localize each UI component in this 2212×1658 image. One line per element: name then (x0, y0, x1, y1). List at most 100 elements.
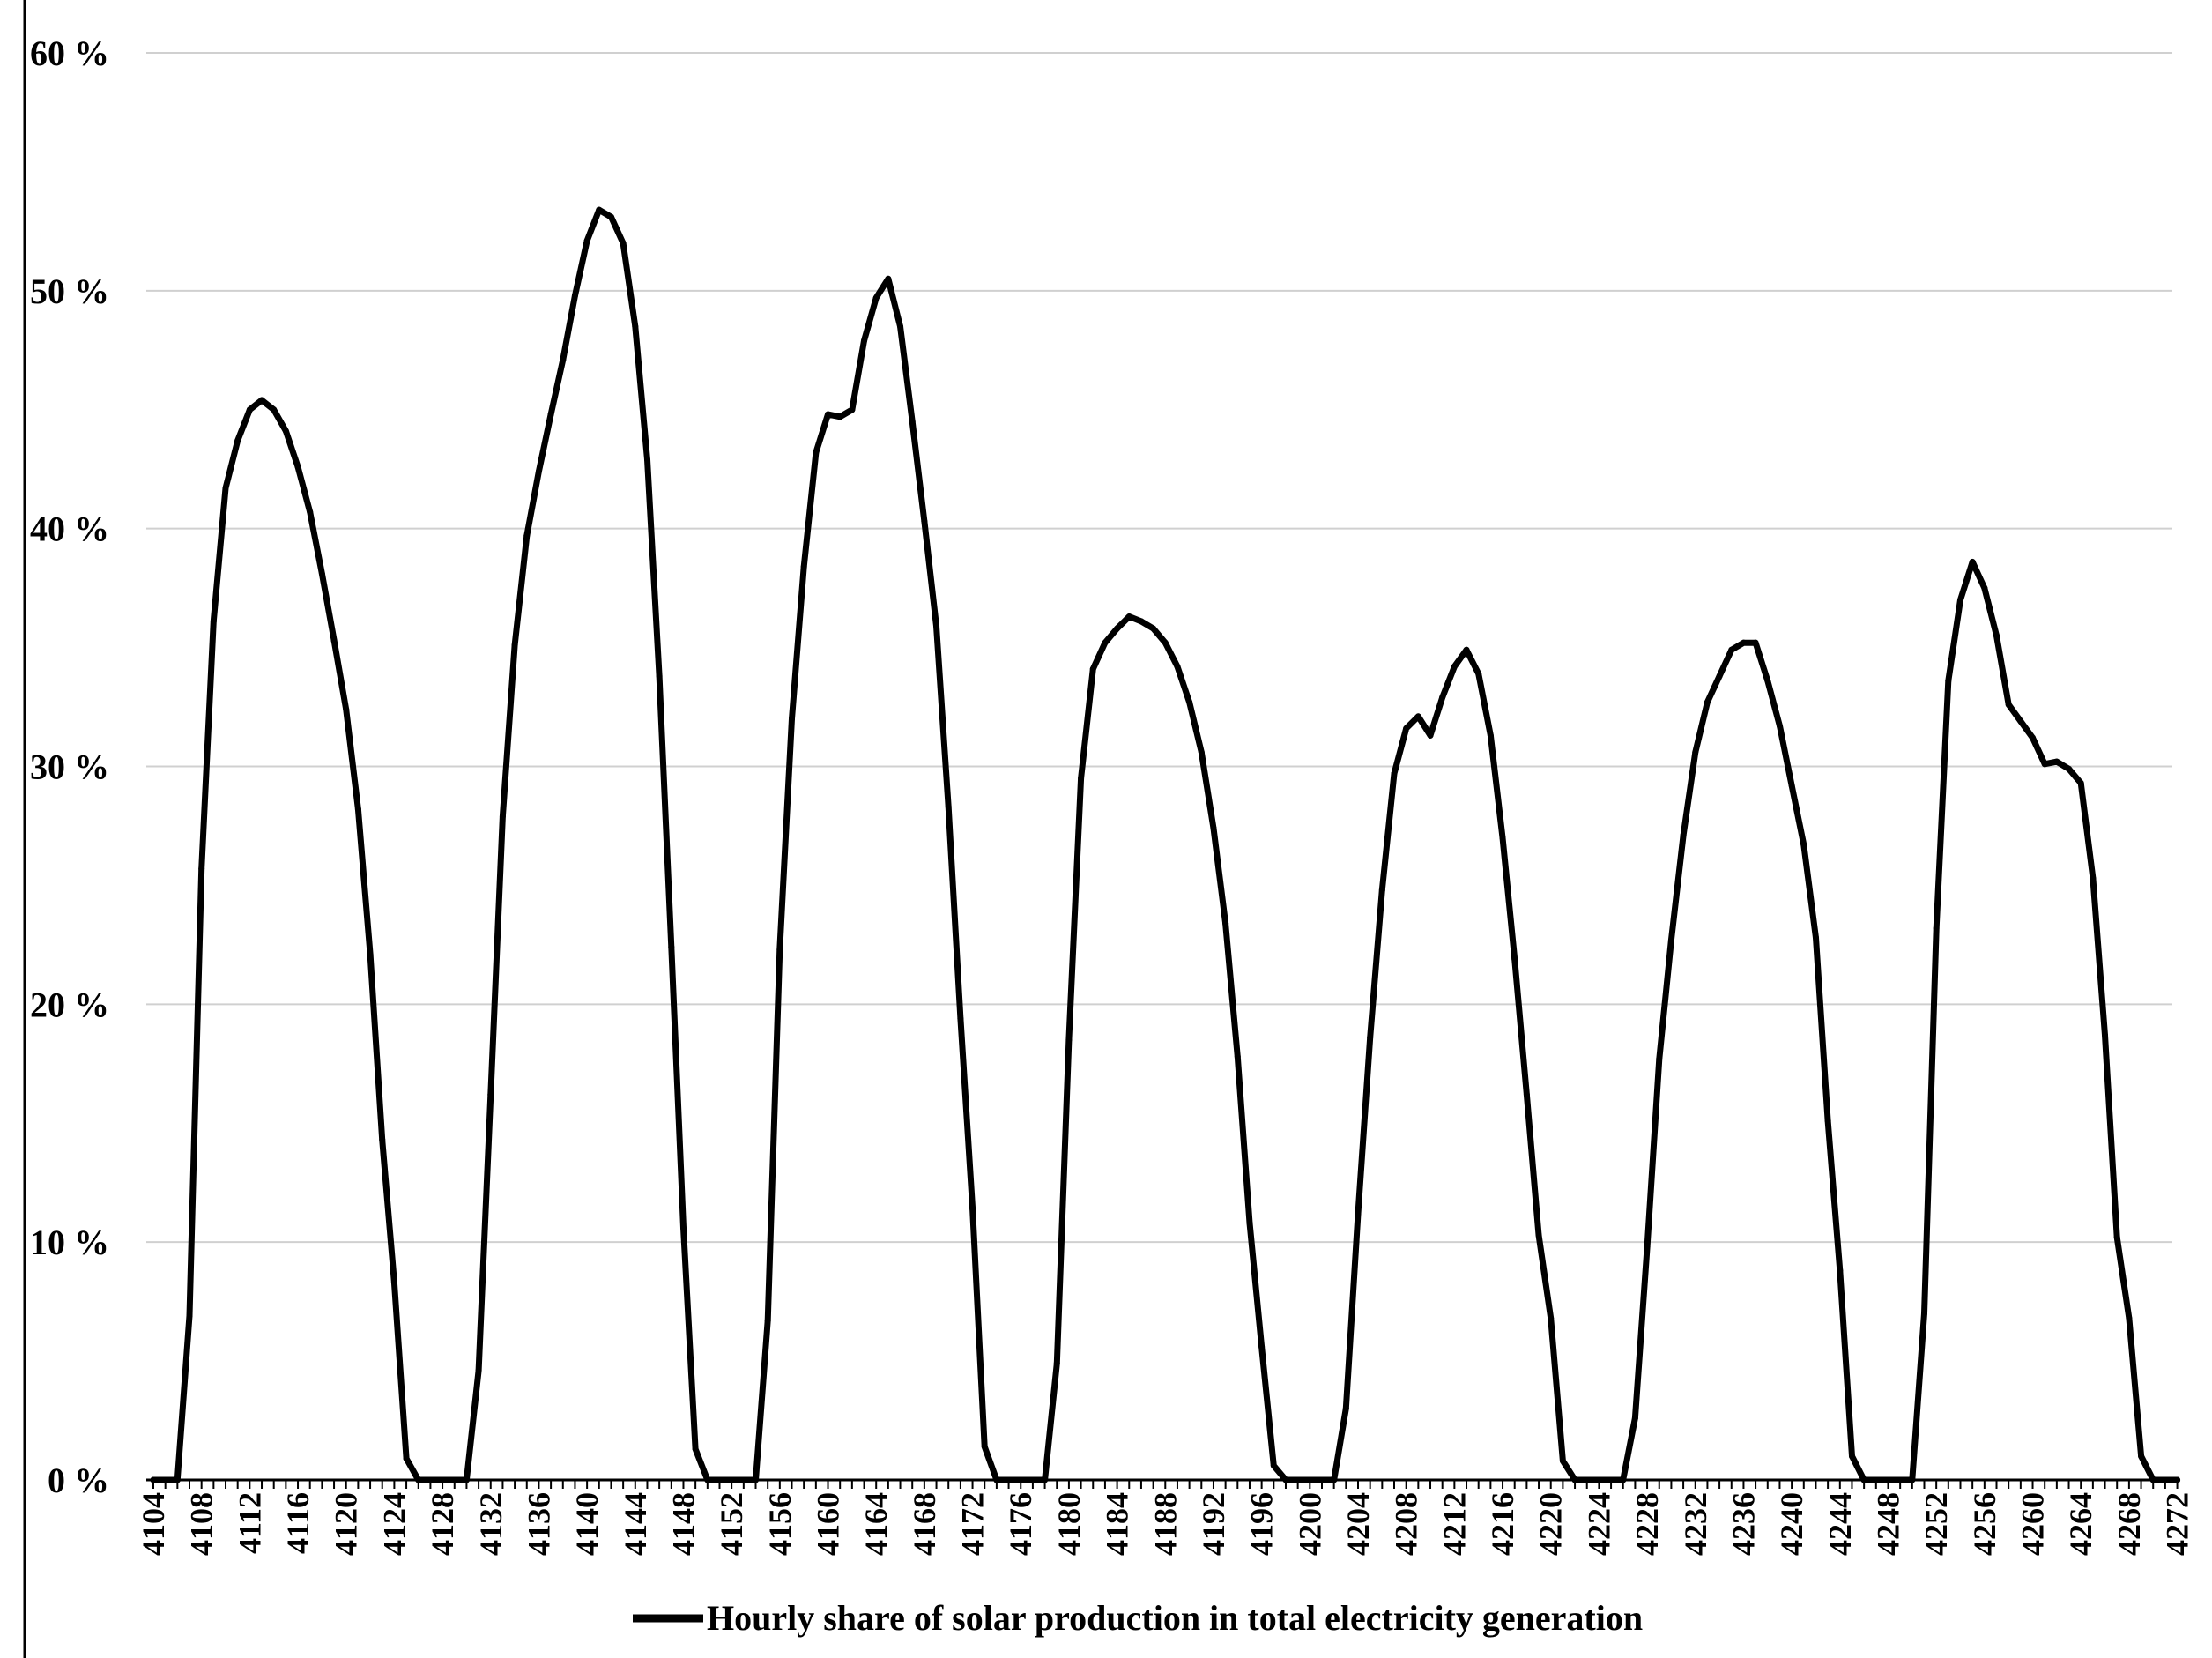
data-point (1150, 625, 1157, 632)
data-point (969, 1205, 976, 1212)
x-tick-label: 4240 (1774, 1492, 1809, 1556)
data-point (186, 1312, 193, 1320)
data-point (1246, 1220, 1253, 1227)
data-point (1620, 1476, 1627, 1483)
data-point (367, 951, 374, 958)
x-tick-label: 4264 (2063, 1492, 2098, 1556)
data-point (981, 1443, 988, 1450)
x-tick-label: 4208 (1389, 1492, 1424, 1556)
data-point (1860, 1476, 1867, 1483)
data-point (1174, 663, 1181, 670)
data-point (1017, 1476, 1024, 1483)
data-point (427, 1476, 434, 1483)
x-tick-label: 4104 (136, 1492, 171, 1556)
data-point (1042, 1476, 1049, 1483)
data-point (740, 1476, 747, 1483)
data-point (234, 437, 241, 444)
data-point (499, 813, 506, 820)
data-point (800, 563, 807, 570)
data-point (463, 1476, 470, 1483)
data-point (1788, 782, 1795, 789)
data-point (1740, 639, 1747, 646)
x-tick-label: 4152 (714, 1492, 749, 1556)
data-point (1089, 665, 1096, 673)
data-point (1933, 925, 1940, 932)
data-point (1295, 1476, 1302, 1483)
data-point (909, 418, 916, 425)
data-point (162, 1476, 169, 1483)
data-point (1114, 625, 1121, 632)
data-point (1884, 1476, 1891, 1483)
data-point (596, 206, 603, 213)
data-point (704, 1476, 711, 1483)
gridlines (146, 52, 2172, 1244)
data-point (379, 1136, 386, 1143)
data-point (1318, 1476, 1325, 1483)
data-point (547, 411, 554, 418)
data-point (1331, 1476, 1338, 1483)
data-point (475, 1367, 482, 1374)
y-tick-label: 0 % (48, 1461, 109, 1500)
data-point (885, 275, 892, 282)
data-point (753, 1476, 759, 1483)
data-point (271, 406, 278, 413)
data-point (607, 213, 614, 220)
data-point (1909, 1476, 1916, 1483)
data-point (1222, 920, 1229, 927)
data-point (415, 1476, 422, 1483)
data-point (1125, 613, 1132, 621)
data-point (1571, 1476, 1578, 1483)
data-point (523, 532, 531, 539)
data-point (1920, 1310, 1927, 1317)
legend-label: Hourly share of solar production in tota… (707, 1598, 1643, 1638)
data-point (1258, 1343, 1266, 1350)
x-axis-tick-labels: 4104 4108 4112 4116 4120 4124 4128 4132 4136 4140… (136, 1492, 2195, 1556)
series-points (150, 206, 2181, 1483)
data-point (210, 618, 217, 625)
data-point (583, 237, 590, 244)
data-point (2017, 717, 2024, 725)
data-point (535, 468, 542, 475)
data-point (1595, 1476, 1602, 1483)
data-point (836, 413, 843, 420)
data-point (861, 337, 868, 344)
data-point (692, 1446, 699, 1453)
data-point (560, 356, 567, 363)
data-point (1210, 825, 1217, 832)
x-tick-label: 4244 (1822, 1492, 1858, 1556)
data-point (668, 944, 675, 951)
data-point (945, 803, 952, 810)
data-point (632, 323, 639, 330)
data-point (2126, 1315, 2133, 1322)
data-point (1728, 646, 1735, 653)
x-tick-label: 4156 (762, 1492, 798, 1556)
data-point (825, 411, 832, 418)
data-point (174, 1476, 181, 1483)
x-tick-label: 4176 (1003, 1492, 1038, 1556)
data-point (1535, 1231, 1542, 1238)
x-tick-label: 4112 (232, 1492, 267, 1554)
data-point (656, 673, 663, 680)
x-tick-label: 4268 (2112, 1492, 2147, 1556)
data-point (1897, 1476, 1904, 1483)
data-point (198, 866, 205, 873)
data-point (1752, 639, 1759, 646)
data-point (1837, 1268, 1844, 1275)
data-point (294, 464, 301, 471)
legend: Hourly share of solar production in tota… (633, 1598, 1643, 1638)
data-point (1800, 842, 1807, 849)
data-point (1969, 558, 1976, 565)
data-point (1631, 1415, 1638, 1422)
data-point (1523, 1091, 1530, 1098)
data-point (2077, 779, 2084, 786)
data-point (1078, 775, 1085, 782)
data-point (897, 323, 904, 330)
x-tick-label: 4164 (858, 1492, 894, 1556)
data-point (728, 1476, 735, 1483)
data-point (1475, 670, 1482, 677)
x-tick-label: 4192 (1196, 1492, 1231, 1556)
y-tick-label: 10 % (30, 1223, 109, 1262)
data-point (849, 406, 856, 413)
data-point (1993, 632, 2000, 639)
x-tick-label: 4212 (1436, 1492, 1472, 1556)
